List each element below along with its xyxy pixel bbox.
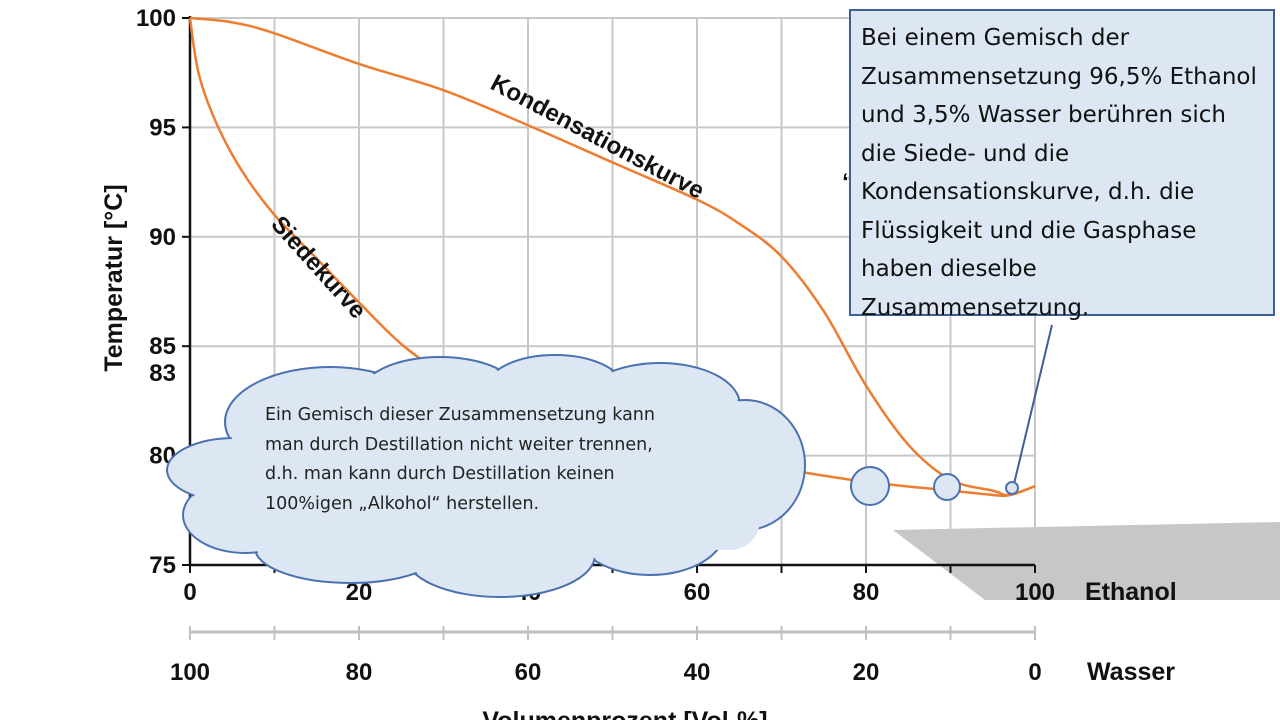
x2-tick-label: 60	[515, 659, 542, 686]
x-tick-label: 80	[853, 579, 880, 606]
callout-pointer	[1013, 324, 1053, 485]
x2-tick-label: 0	[1028, 659, 1041, 686]
y-tick-label: 75	[149, 552, 176, 579]
x-axis-name-wasser: Wasser	[1087, 658, 1175, 686]
x-tick-label: 0	[183, 579, 196, 606]
y-tick-label: 85	[149, 333, 176, 360]
x2-tick-label: 20	[853, 659, 880, 686]
y-axis-title: Temperatur [°C]	[100, 184, 128, 371]
x-tick-label: 60	[684, 579, 711, 606]
x2-tick-label: 100	[170, 659, 210, 686]
x-axis-title: Volumenprozent [Vol-%]	[482, 707, 767, 720]
thought-cloud	[166, 354, 1019, 598]
cloud-annotation: Ein Gemisch dieser Zusammensetzung kann …	[265, 405, 655, 514]
y-tick-label: 83	[149, 360, 176, 387]
x2-tick-label: 40	[684, 659, 711, 686]
decorative-shadow	[893, 522, 1280, 600]
y-tick-label: 90	[149, 224, 176, 251]
series-label-siedekurve: Siedekurve	[266, 211, 372, 324]
x-tick-label: 100	[1015, 579, 1055, 606]
series-label-kondensationskurve: Kondensationskurve	[486, 69, 708, 204]
y-tick-label: 95	[149, 114, 176, 141]
x2-tick-label: 80	[346, 659, 373, 686]
y-tick-label: 100	[136, 5, 176, 32]
callout-box: Bei einem Gemisch der Zusammensetzung 96…	[849, 9, 1275, 321]
x-axis-name-ethanol: Ethanol	[1085, 578, 1177, 606]
